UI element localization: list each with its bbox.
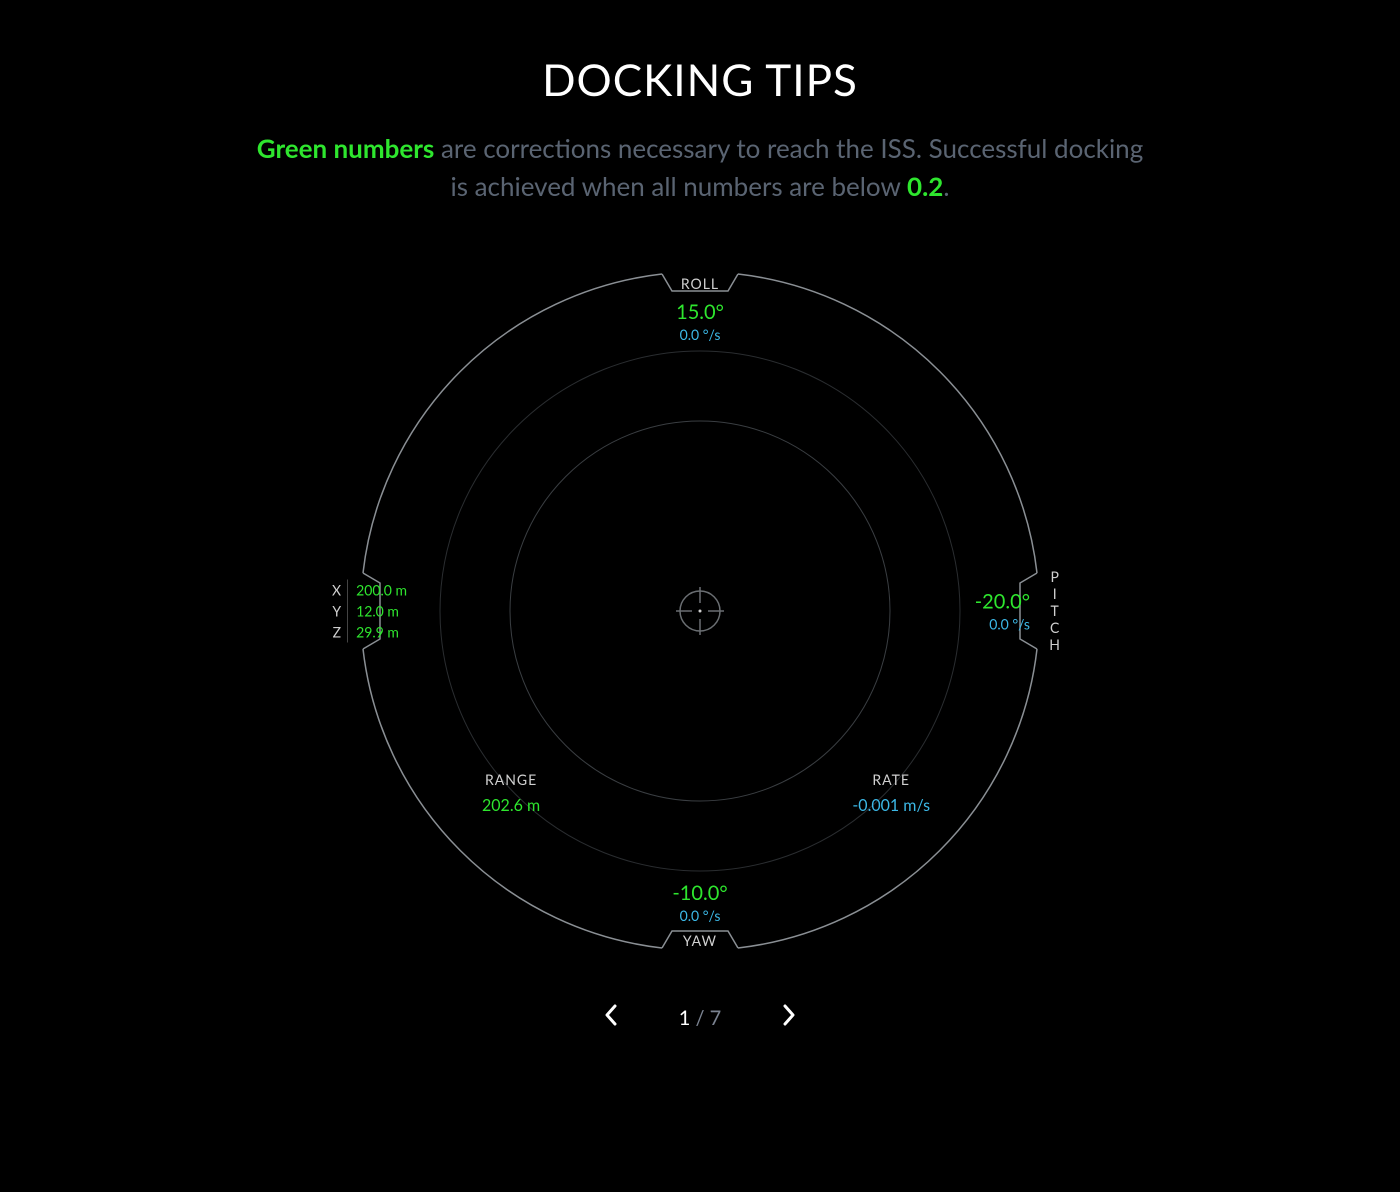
chevron-left-icon bbox=[603, 1003, 619, 1027]
pitch-label-char: C bbox=[1050, 620, 1061, 637]
page-title: DOCKING TIPS bbox=[542, 54, 858, 106]
next-button[interactable] bbox=[781, 1003, 797, 1033]
pitch-label: P I T C H bbox=[1049, 569, 1062, 653]
range-value: 202.6 m bbox=[482, 796, 540, 815]
x-value: 200.0 m bbox=[356, 580, 407, 601]
subtitle-threshold: 0.2 bbox=[907, 170, 943, 202]
z-label: Z bbox=[332, 622, 341, 643]
pager-text: 1 / 7 bbox=[679, 1006, 722, 1030]
range-readout: RANGE 202.6 m bbox=[482, 771, 540, 815]
subtitle-highlight-1: Green numbers bbox=[257, 132, 435, 164]
tips-pager: 1 / 7 bbox=[603, 1003, 798, 1033]
chevron-right-icon bbox=[781, 1003, 797, 1027]
pitch-label-char: H bbox=[1049, 637, 1062, 654]
z-value: 29.9 m bbox=[356, 622, 407, 643]
roll-rate: 0.0 °/s bbox=[676, 326, 724, 343]
rate-value: -0.001 m/s bbox=[852, 796, 930, 815]
yaw-rate: 0.0 °/s bbox=[672, 907, 727, 924]
pager-total: 7 bbox=[710, 1006, 722, 1030]
rate-readout: RATE -0.001 m/s bbox=[852, 771, 930, 815]
pitch-value: -20.0° bbox=[975, 590, 1030, 614]
roll-value: 15.0° bbox=[676, 300, 724, 324]
hud-reticle: ROLL 15.0° 0.0 °/s -10.0° 0.0 °/s YAW -2… bbox=[320, 231, 1080, 991]
rate-label: RATE bbox=[852, 771, 930, 788]
yaw-readout: -10.0° 0.0 °/s YAW bbox=[672, 881, 727, 949]
xyz-labels: X Y Z bbox=[332, 580, 348, 643]
tips-modal: DOCKING TIPS Green numbers are correctio… bbox=[0, 0, 1400, 1192]
pager-current: 1 bbox=[679, 1006, 691, 1030]
y-label: Y bbox=[332, 601, 341, 622]
subtitle: Green numbers are corrections necessary … bbox=[250, 130, 1150, 205]
pitch-label-char: T bbox=[1051, 603, 1061, 620]
x-label: X bbox=[332, 580, 341, 601]
subtitle-part2: are corrections necessary to reach the I… bbox=[434, 132, 1143, 202]
pitch-rate: 0.0 °/s bbox=[975, 616, 1030, 633]
pitch-readout: -20.0° 0.0 °/s bbox=[975, 590, 1030, 633]
range-label: RANGE bbox=[482, 771, 540, 788]
yaw-value: -10.0° bbox=[672, 881, 727, 905]
subtitle-part3: . bbox=[943, 170, 949, 202]
pager-sep: / bbox=[690, 1006, 709, 1030]
pitch-label-char: I bbox=[1053, 586, 1059, 603]
prev-button[interactable] bbox=[603, 1003, 619, 1033]
y-value: 12.0 m bbox=[356, 601, 407, 622]
xyz-values: 200.0 m 12.0 m 29.9 m bbox=[356, 580, 407, 643]
xyz-readout: X Y Z 200.0 m 12.0 m 29.9 m bbox=[332, 580, 407, 643]
hud-svg bbox=[320, 231, 1080, 991]
roll-label: ROLL bbox=[676, 275, 724, 292]
roll-readout: ROLL 15.0° 0.0 °/s bbox=[676, 275, 724, 343]
pitch-label-char: P bbox=[1050, 569, 1060, 586]
yaw-label: YAW bbox=[672, 932, 727, 949]
